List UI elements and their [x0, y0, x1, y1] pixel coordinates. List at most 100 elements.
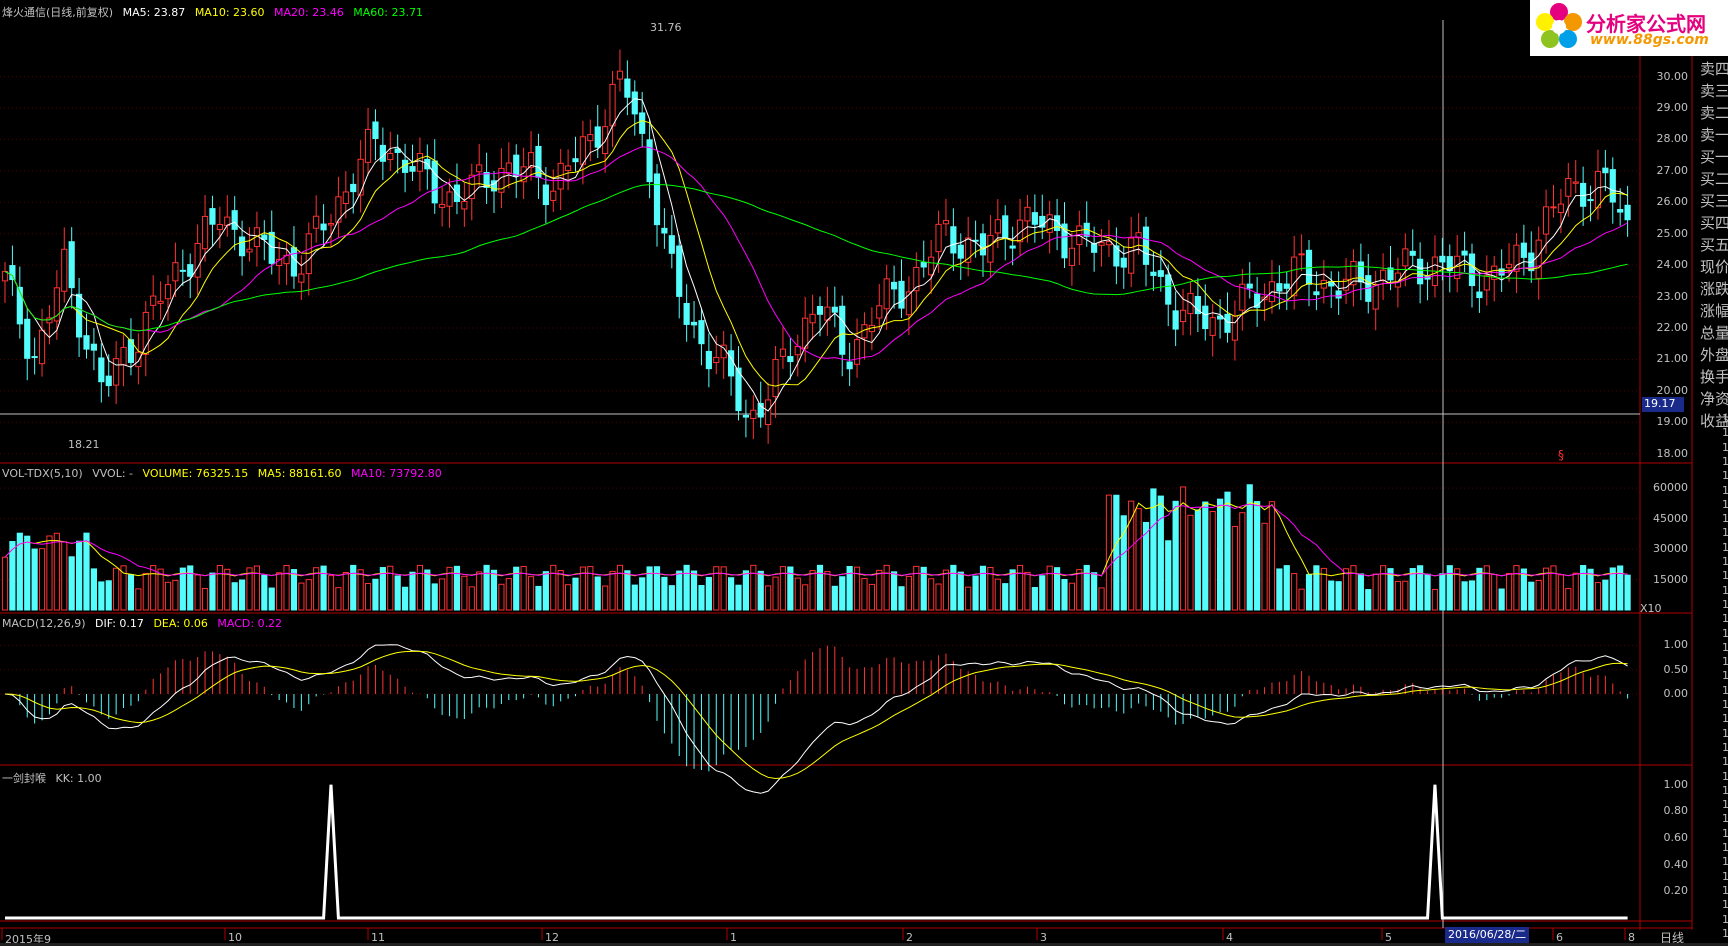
candle-body [905, 291, 913, 316]
volume-bar [876, 569, 883, 611]
volume-bar [513, 566, 520, 611]
volume-bar [720, 566, 727, 611]
period-button[interactable]: 日线 [1660, 931, 1685, 945]
price-tick-label: 27.00 [1656, 163, 1689, 177]
candle-body [342, 191, 349, 205]
volume-bar [1053, 567, 1061, 611]
candle-body [1246, 283, 1253, 289]
volume-bar [1328, 580, 1335, 611]
time-stamp: 14:5 [1722, 726, 1728, 740]
candle-body [409, 166, 416, 172]
candle-body [913, 267, 920, 292]
time-stamp: 14:5 [1722, 483, 1728, 497]
kk-tick-label: 0.80 [1663, 804, 1689, 818]
candle-body [513, 154, 520, 177]
volume-bar [1224, 491, 1231, 611]
candle-body [802, 317, 809, 349]
candle-body [1624, 204, 1631, 221]
dea-label: DEA: 0.06 [153, 617, 208, 630]
candle-body [1557, 203, 1565, 214]
volume-bar [1120, 515, 1127, 611]
candle-body [31, 356, 38, 359]
volume-bar [468, 586, 475, 611]
volume-bar [431, 583, 438, 611]
kk-name: 一剑封喉 [2, 772, 46, 785]
volume-bar [1431, 588, 1439, 611]
volume-bar [1350, 565, 1357, 611]
candle-body [1157, 270, 1164, 277]
volume-bar [602, 585, 609, 611]
quote-field-label: 买一 [1700, 148, 1728, 166]
time-stamp: 14:5 [1722, 540, 1728, 554]
volume-bar [1535, 580, 1542, 611]
volume-bar [1357, 573, 1364, 611]
volume-bar [1083, 564, 1090, 611]
candle-body [1483, 275, 1490, 291]
volume-bar [98, 581, 105, 611]
volume-ma10-line [4, 503, 1628, 577]
candle-body [46, 317, 53, 324]
time-stamp: 14:5 [1722, 883, 1728, 897]
volume-bar [1165, 540, 1172, 611]
vol-ma5-label: MA5: 88161.60 [257, 467, 342, 480]
volume-bar [1098, 587, 1105, 611]
volume-bar [668, 585, 675, 611]
kk-value: KK: 1.00 [55, 772, 102, 785]
candle-body [920, 262, 927, 268]
volume-bar [31, 548, 38, 611]
volume-bar [1417, 565, 1424, 611]
volume-bar [1313, 565, 1320, 611]
volume-bar [979, 565, 987, 611]
candle-body [1276, 283, 1283, 292]
volume-bar [1142, 521, 1150, 611]
candle-body [90, 343, 98, 351]
candle-body [1142, 226, 1150, 265]
candle-body [105, 375, 112, 387]
time-stamp: 15:0 [1722, 926, 1728, 940]
cursor-date-tag: 2016/06/28/二 [1445, 927, 1530, 943]
candle-body [164, 284, 172, 300]
volume-bar [639, 577, 646, 611]
volume-bar [928, 578, 935, 611]
volume-bar [379, 567, 386, 611]
volume-bar [1394, 580, 1402, 611]
quote-field-label: 买五 [1700, 236, 1728, 254]
quote-field-label: 买四 [1700, 214, 1728, 232]
vol-ma10-label: MA10: 73792.80 [350, 467, 442, 480]
volume-bar [1498, 588, 1505, 611]
low-annotation: 18.21 [68, 438, 100, 451]
candle-body [1024, 206, 1031, 222]
candle-body [831, 306, 838, 313]
volume-bar [150, 565, 157, 611]
volume-bar [965, 586, 972, 611]
candle-body [1113, 245, 1120, 267]
time-stamp: 14:5 [1722, 655, 1728, 669]
volume-bar [1254, 501, 1261, 611]
volume-unit: X10 [1640, 602, 1662, 615]
time-stamp: 14:5 [1722, 755, 1728, 769]
volume-bar [1617, 565, 1624, 611]
volume-bar [224, 568, 231, 611]
flower-icon [1536, 3, 1582, 48]
candle-body [713, 356, 720, 364]
volume-bar [194, 574, 201, 611]
candle-body [1098, 242, 1105, 246]
volume-bar [557, 570, 564, 611]
volume-bar [439, 578, 446, 611]
candle-body [1461, 250, 1468, 256]
candle-body [431, 160, 438, 204]
volume-bar [1298, 588, 1305, 611]
candle-body [446, 191, 453, 207]
candle-body [965, 237, 972, 263]
candle-body [290, 247, 298, 277]
volume-tick-label: 60000 [1653, 481, 1688, 495]
candle-body [1379, 269, 1387, 282]
time-stamp: 14:5 [1722, 683, 1728, 697]
candle-body [1372, 284, 1379, 310]
kk-tick-label: 0.60 [1663, 831, 1689, 844]
volume-bar [809, 570, 816, 611]
volume-bar [698, 584, 705, 611]
candle-body [1498, 268, 1505, 276]
bottom-scrollbar[interactable] [0, 943, 1728, 946]
